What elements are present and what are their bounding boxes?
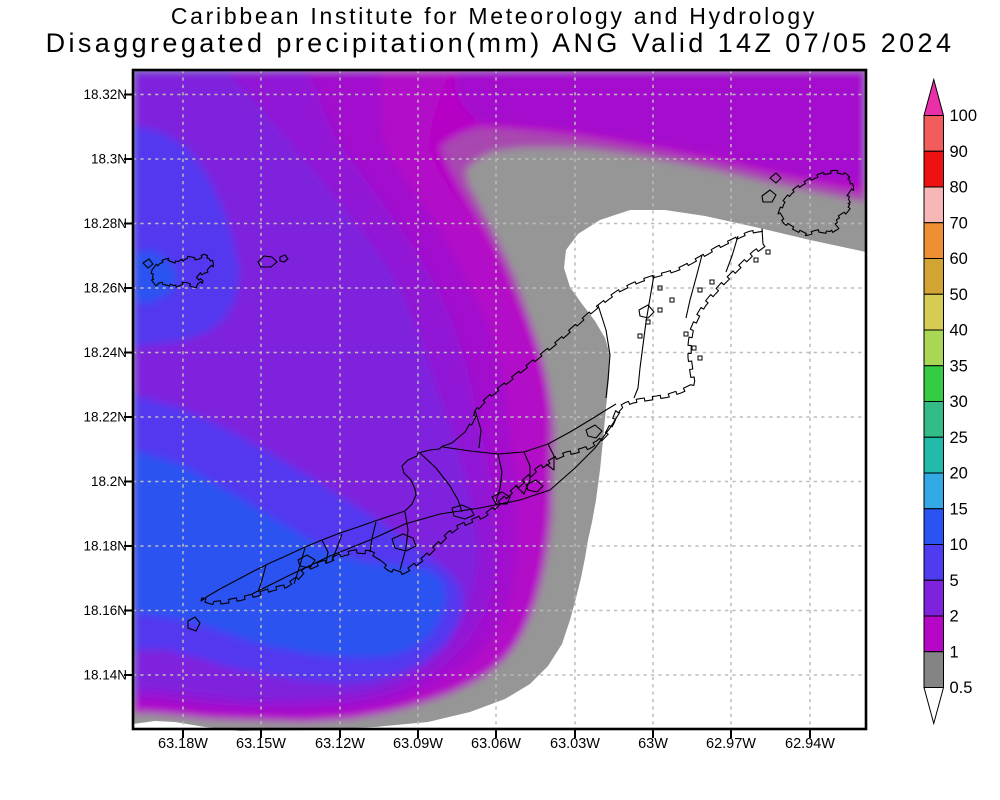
svg-text:18.2N: 18.2N xyxy=(91,474,127,489)
svg-text:63W: 63W xyxy=(638,736,668,752)
svg-text:Caribbean Institute for Meteor: Caribbean Institute for Meteorology and … xyxy=(171,3,817,29)
svg-text:18.24N: 18.24N xyxy=(83,345,127,360)
svg-text:18.18N: 18.18N xyxy=(83,539,127,554)
svg-text:100: 100 xyxy=(950,107,978,125)
svg-text:63.18W: 63.18W xyxy=(158,736,208,752)
svg-text:62.97W: 62.97W xyxy=(706,736,756,752)
svg-text:20: 20 xyxy=(950,465,968,483)
svg-text:90: 90 xyxy=(950,143,968,161)
svg-text:5: 5 xyxy=(950,572,959,590)
svg-text:60: 60 xyxy=(950,250,968,268)
svg-text:18.22N: 18.22N xyxy=(83,410,127,425)
svg-text:40: 40 xyxy=(950,322,968,340)
svg-text:80: 80 xyxy=(950,179,968,197)
svg-text:18.16N: 18.16N xyxy=(83,603,127,618)
svg-text:25: 25 xyxy=(950,429,968,447)
svg-text:18.14N: 18.14N xyxy=(83,668,127,683)
svg-text:35: 35 xyxy=(950,357,968,375)
svg-text:18.3N: 18.3N xyxy=(91,152,127,167)
svg-text:1: 1 xyxy=(950,643,959,661)
svg-text:30: 30 xyxy=(950,393,968,411)
svg-text:18.26N: 18.26N xyxy=(83,281,127,296)
svg-text:63.09W: 63.09W xyxy=(393,736,443,752)
svg-text:15: 15 xyxy=(950,500,968,518)
svg-text:63.03W: 63.03W xyxy=(550,736,600,752)
svg-text:62.94W: 62.94W xyxy=(785,736,835,752)
svg-text:18.28N: 18.28N xyxy=(83,216,127,231)
svg-text:2: 2 xyxy=(950,608,959,626)
svg-text:50: 50 xyxy=(950,286,968,304)
svg-text:70: 70 xyxy=(950,214,968,232)
svg-text:63.06W: 63.06W xyxy=(471,736,521,752)
svg-text:0.5: 0.5 xyxy=(950,679,973,697)
svg-text:Disaggregated precipitation(mm: Disaggregated precipitation(mm) ANG Vali… xyxy=(46,28,955,58)
svg-text:63.15W: 63.15W xyxy=(236,736,286,752)
svg-text:18.32N: 18.32N xyxy=(83,87,127,102)
svg-text:10: 10 xyxy=(950,536,968,554)
svg-text:63.12W: 63.12W xyxy=(315,736,365,752)
